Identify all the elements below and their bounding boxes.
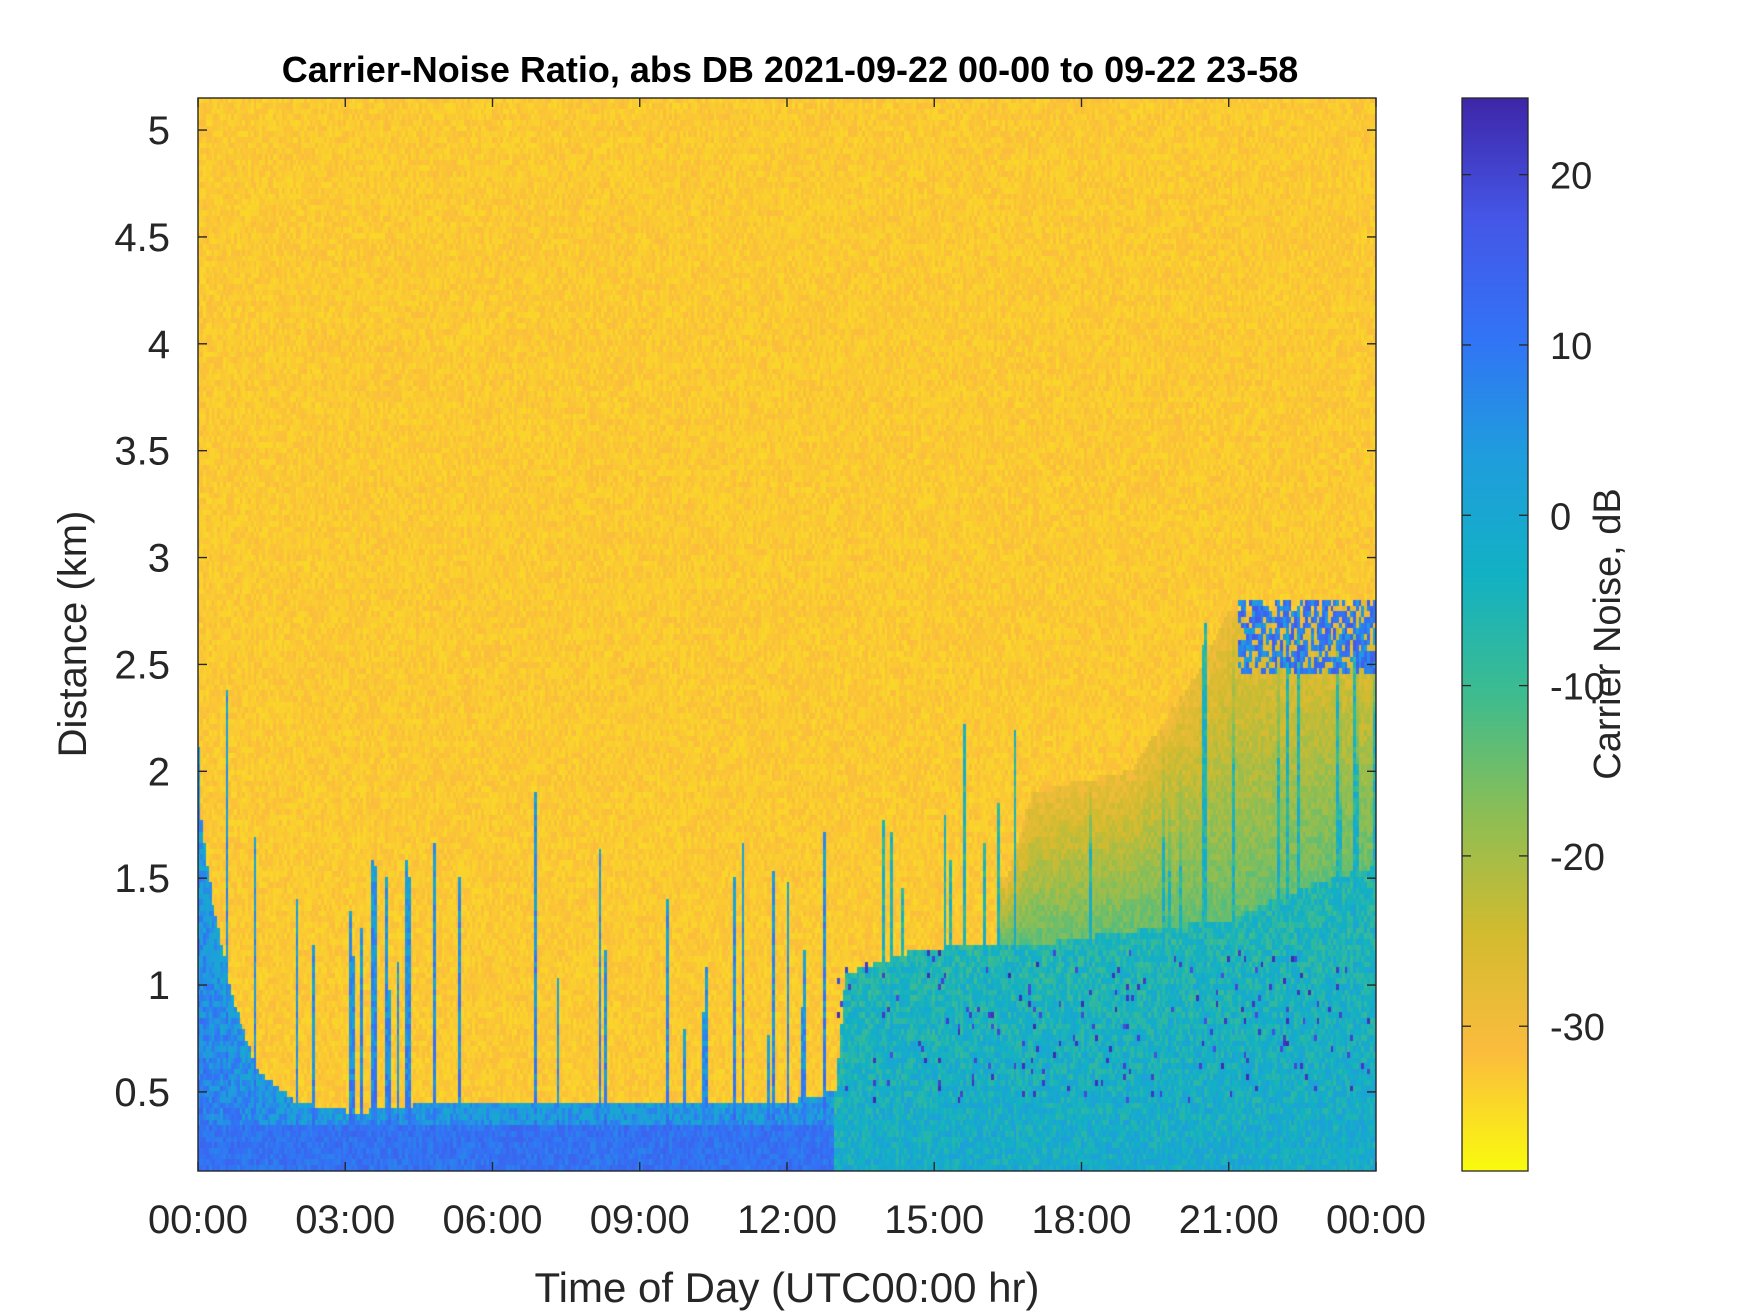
y-axis-tick-label: 5 <box>148 109 170 153</box>
y-axis-label: Distance (km) <box>51 511 95 758</box>
y-axis-tick-label: 4.5 <box>114 216 170 260</box>
colorbar-tick-label: -20 <box>1550 837 1605 879</box>
x-axis-tick-label: 12:00 <box>737 1198 837 1242</box>
colorbar-tick-label: 20 <box>1550 156 1592 198</box>
colorbar-label: Carrier Noise, dB <box>1587 488 1629 779</box>
colorbar: 20 10 0 -10 -20 -30 Carrier Noise, dB <box>1461 97 1629 1172</box>
x-axis-tick-label: 15:00 <box>884 1198 984 1242</box>
y-axis-tick-label: 2.5 <box>114 643 170 687</box>
chart-title: Carrier-Noise Ratio, abs DB 2021-09-22 0… <box>282 49 1299 90</box>
heatmap-plot-area <box>198 98 1376 1171</box>
x-axis: 00:00 03:00 06:00 09:00 12:00 15:00 18:00 21:00… <box>148 98 1426 1242</box>
y-axis-tick-label: 3.5 <box>114 430 170 474</box>
colorbar-ticks: 20 10 0 -10 -20 -30 <box>1462 156 1605 1049</box>
y-axis: 0.5 1 1.5 2 2.5 3 3.5 4 4.5 5 <box>114 109 1376 1115</box>
colorbar-tick-label: -30 <box>1550 1007 1605 1049</box>
heatmap-cells <box>198 98 1376 1171</box>
colorbar-gradient <box>1461 97 1529 1172</box>
colorbar-tick-label: 0 <box>1550 496 1571 538</box>
y-axis-tick-label: 1.5 <box>114 857 170 901</box>
x-axis-tick-label: 21:00 <box>1179 1198 1279 1242</box>
x-axis-tick-label: 00:00 <box>148 1198 248 1242</box>
x-axis-tick-label: 06:00 <box>442 1198 542 1242</box>
y-axis-tick-label: 1 <box>148 964 170 1008</box>
y-axis-tick-label: 2 <box>148 750 170 794</box>
x-axis-label: Time of Day (UTC00:00 hr) <box>535 1264 1040 1311</box>
x-axis-tick-label: 09:00 <box>590 1198 690 1242</box>
y-axis-tick-label: 3 <box>148 537 170 581</box>
x-axis-tick-label: 00:00 <box>1326 1198 1426 1242</box>
y-axis-tick-label: 0.5 <box>114 1071 170 1115</box>
x-axis-tick-label: 03:00 <box>295 1198 395 1242</box>
y-axis-tick-label: 4 <box>148 323 170 367</box>
colorbar-tick-label: 10 <box>1550 326 1592 368</box>
x-axis-tick-label: 18:00 <box>1031 1198 1131 1242</box>
colorbar-tick-label: -10 <box>1550 667 1605 709</box>
